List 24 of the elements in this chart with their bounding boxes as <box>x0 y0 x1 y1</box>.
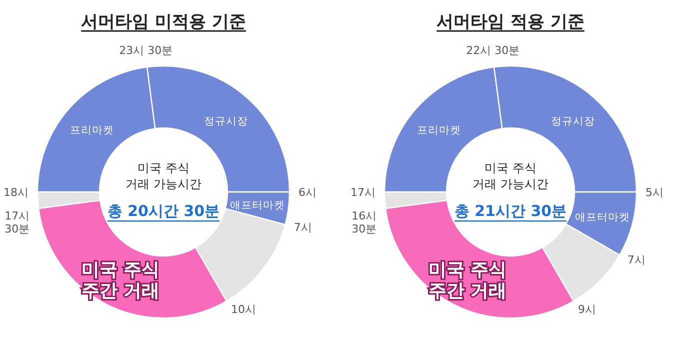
slice-label: 애프터마켓 <box>230 199 286 212</box>
text: 17시 <box>350 186 376 199</box>
text: 9시 <box>578 302 596 316</box>
slice-label: 애프터마켓 <box>574 212 630 224</box>
text: 23시 30분 <box>119 44 173 58</box>
text: 16시 30분 <box>352 210 377 236</box>
slice-label: 정규시장 <box>204 116 248 128</box>
chart-title: 서머타임 미적용 기준 <box>81 12 246 32</box>
slice-label: 프리마켓 <box>70 124 114 136</box>
text: 총 21시간 30분 <box>454 202 567 220</box>
text: 총 20시간 30분 <box>107 202 220 220</box>
text: 18시 <box>4 186 28 199</box>
text: 7시 <box>627 253 646 266</box>
text: 미국 주식 거래 가능시간 <box>126 161 202 191</box>
text: 10시 <box>230 302 256 316</box>
slice-label: 정규시장 <box>551 116 596 128</box>
slice-label: 프리마켓 <box>417 124 462 136</box>
chart-title: 서머타임 적용 기준 <box>436 12 584 32</box>
text: 22시 30분 <box>466 44 520 58</box>
text: 6시 <box>298 186 316 199</box>
text: 미국 주식 거래 가능시간 <box>472 161 548 191</box>
text: 7시 <box>294 220 312 234</box>
text: 5시 <box>646 186 664 199</box>
text: 17시 30분 <box>4 210 30 236</box>
